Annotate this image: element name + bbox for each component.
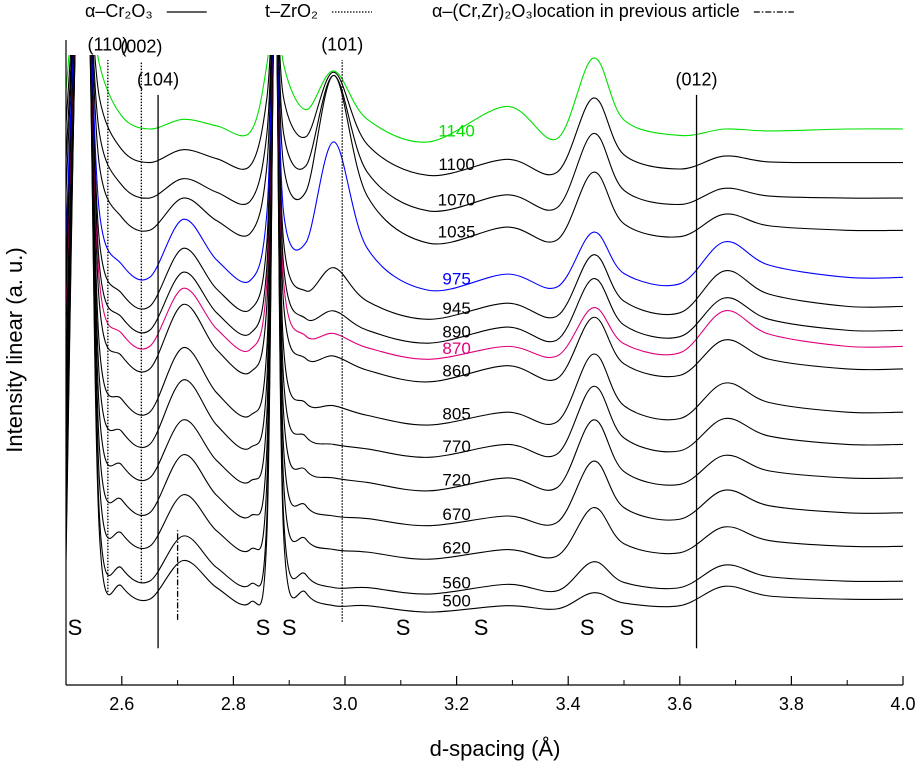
x-tick-label: 3.8 [779,694,804,714]
series-label: 560 [442,574,470,593]
annotation: S [474,615,489,640]
series-line [66,55,904,292]
series-label: 890 [442,323,470,342]
reference-label: (002) [120,37,162,57]
series-label: 870 [442,339,470,358]
series-line [66,55,904,177]
annotation: S [396,615,411,640]
series-label: 805 [442,405,470,424]
series-label: 975 [442,270,470,289]
reference-label: (012) [676,70,718,90]
y-axis-title: Intensity linear (a. u.) [2,247,27,452]
annotation: S [256,615,271,640]
x-tick-label: 3.6 [667,694,692,714]
series-line [66,55,904,560]
series-line [66,55,904,383]
legend-label: α–Cr₂O₃ [85,1,153,21]
x-tick-label: 2.6 [109,694,134,714]
series-line [66,55,904,595]
series-line [66,55,904,320]
legend-label: α–(Cr,Zr)₂O₃location in previous article [432,1,740,21]
series-line [66,55,904,143]
series-label: 670 [442,505,470,524]
x-tick-label: 2.8 [221,694,246,714]
series-line [66,55,904,492]
x-tick-label: 3.2 [444,694,469,714]
series-line [66,55,904,426]
series-label: 945 [442,299,470,318]
series-label: 620 [442,539,470,558]
series-label: 1140 [438,121,475,140]
series-line [66,55,904,613]
annotation: S [580,615,595,640]
x-tick-label: 3.0 [332,694,357,714]
x-tick-label: 3.4 [556,694,581,714]
series-label: 500 [442,592,470,611]
legend-label: t–ZrO₂ [265,1,318,21]
series-label: 1100 [438,155,475,174]
reference-label: (101) [321,35,363,55]
series-label: 770 [442,437,470,456]
x-tick-label: 4.0 [890,694,915,714]
series-label: 720 [442,470,470,489]
series-label: 1035 [438,223,476,242]
annotation: S [619,615,634,640]
reference-label: (110) [88,35,129,55]
annotation: S [68,615,83,640]
plot-area [66,55,904,613]
annotation: S [282,615,297,640]
series-label: 860 [442,361,470,380]
x-axis-title: d-spacing (Å) [430,736,561,761]
series-line [66,55,904,245]
series-line [66,55,904,527]
series-line [66,55,904,212]
series-label: 1070 [438,190,476,209]
reference-label: (104) [137,70,179,90]
series-line [66,55,904,458]
